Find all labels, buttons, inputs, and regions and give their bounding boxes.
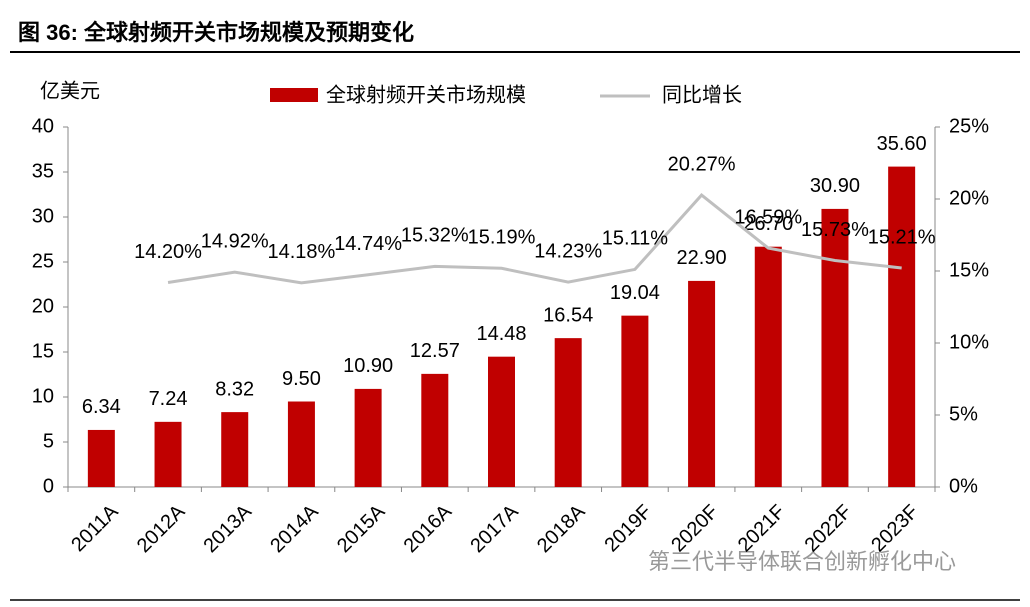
bar-value-label: 8.32	[215, 378, 254, 400]
growth-line	[167, 193, 902, 285]
bar	[354, 388, 382, 487]
line-value-label: 20.27%	[668, 153, 736, 175]
bar-value-label: 22.90	[677, 247, 727, 269]
bar-value-label: 19.04	[610, 282, 660, 304]
x-tick-label: 2015A	[333, 500, 390, 557]
line-value-label: 15.73%	[801, 219, 869, 241]
bar	[554, 338, 582, 487]
bar-value-label: 7.24	[149, 388, 188, 410]
x-tick-label: 2017A	[466, 500, 523, 557]
y-tick-label: 25	[32, 250, 54, 272]
bar	[754, 246, 782, 487]
bar-value-label: 14.48	[476, 323, 526, 345]
bar-value-label: 16.54	[543, 304, 593, 326]
bar	[821, 208, 849, 487]
y-tick-label: 40	[32, 115, 54, 137]
bar	[287, 401, 315, 487]
x-tick-label: 2014A	[266, 500, 323, 557]
bar-value-label: 9.50	[282, 368, 321, 390]
y2-tick-label: 25%	[949, 115, 989, 137]
bar-value-label: 12.57	[410, 340, 460, 362]
line-value-label: 14.18%	[268, 241, 336, 263]
y2-tick-label: 5%	[949, 403, 978, 425]
y-tick-label: 0	[43, 475, 54, 497]
y-axis-label: 亿美元	[40, 79, 100, 102]
bar	[488, 356, 515, 487]
line-value-label: 15.21%	[868, 226, 936, 248]
bar	[87, 429, 115, 487]
x-tick-label: 2011A	[67, 500, 123, 556]
y-tick-label: 10	[32, 385, 54, 407]
line-value-label: 14.20%	[134, 241, 202, 263]
line-value-label: 15.32%	[401, 225, 469, 247]
bar	[421, 373, 449, 487]
chart-title: 图 36: 全球射频开关市场规模及预期变化	[18, 20, 414, 45]
bar	[154, 421, 182, 487]
line-value-label: 14.23%	[534, 240, 602, 262]
bar-value-label: 30.90	[810, 175, 860, 197]
bar-value-label: 10.90	[343, 355, 393, 377]
watermark: 第三代半导体联合创新孵化中心	[648, 549, 956, 574]
legend-label: 全球射频开关市场规模	[326, 83, 526, 106]
y-tick-label: 15	[32, 340, 54, 362]
y-tick-label: 5	[43, 430, 54, 452]
legend-label: 同比增长	[662, 83, 742, 106]
bar	[888, 166, 916, 487]
line-value-label: 14.92%	[201, 230, 269, 252]
x-tick-label: 2012A	[133, 500, 190, 557]
bar-value-label: 26.70	[743, 213, 793, 235]
bar	[221, 412, 249, 487]
bar	[688, 280, 716, 487]
y-tick-label: 30	[32, 205, 54, 227]
line-value-label: 15.11%	[602, 228, 669, 250]
x-tick-label: 2018A	[533, 500, 590, 557]
x-tick-label: 2013A	[200, 500, 257, 557]
line-value-label: 15.19%	[468, 227, 536, 249]
bar-value-label: 6.34	[82, 396, 121, 418]
line-value-label: 16.59%	[734, 206, 802, 228]
y2-tick-label: 15%	[949, 259, 989, 281]
y2-tick-label: 0%	[949, 475, 978, 497]
y2-tick-label: 10%	[949, 331, 989, 353]
y-tick-label: 20	[32, 295, 54, 317]
y2-tick-label: 20%	[949, 187, 989, 209]
x-tick-label: 2016A	[400, 500, 457, 557]
line-value-label: 14.74%	[334, 233, 402, 255]
bar	[621, 315, 649, 487]
y-tick-label: 35	[32, 160, 54, 182]
bar-value-label: 35.60	[877, 133, 927, 155]
legend-swatch	[270, 88, 318, 102]
